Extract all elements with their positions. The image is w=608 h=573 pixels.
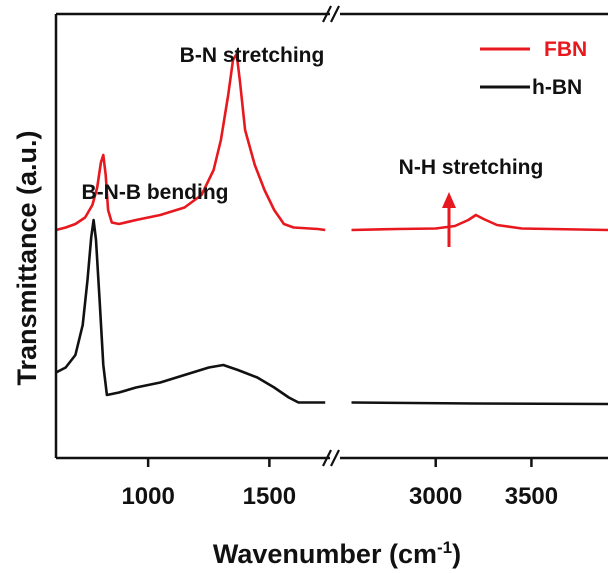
- x-tick-label-1500: 1500: [243, 483, 296, 510]
- axes-frame: [54, 12, 608, 460]
- x-ticks: 1000 1500 3000 3500: [121, 458, 558, 510]
- x-axis-title: Wavenumber (cm-1): [213, 538, 461, 569]
- annotation-nh-stretching: N-H stretching: [399, 156, 544, 179]
- break-mark-bottom-1: [322, 449, 332, 467]
- x-tick-label-3500: 3500: [505, 483, 558, 510]
- series-h-bn-line-segment-1: [55, 218, 326, 404]
- series-layer: [55, 52, 608, 406]
- x-axis-title-close: ): [452, 539, 461, 569]
- break-mark-top-1: [322, 5, 332, 23]
- series-fbn-line-segment-1: [55, 52, 326, 232]
- series-fbn-line-segment-2: [351, 213, 608, 232]
- break-mark-bottom-2: [330, 449, 340, 467]
- nh-arrow: [442, 192, 456, 247]
- y-axis-title: Transmittance (a.u.): [12, 130, 42, 385]
- x-axis-title-main: Wavenumber (cm: [213, 539, 437, 569]
- annotation-bnb-bending: B-N-B bending: [82, 181, 229, 204]
- axis-break-marks: [322, 5, 340, 467]
- x-tick-label-3000: 3000: [409, 483, 462, 510]
- nh-arrow-head: [442, 192, 456, 208]
- legend-fbn-label: FBN: [544, 38, 587, 61]
- legend-hbn-label: h-BN: [532, 76, 582, 99]
- annotation-bn-stretching: B-N stretching: [180, 44, 325, 67]
- legend: FBN h-BN: [480, 38, 587, 99]
- break-mark-top-2: [330, 5, 340, 23]
- x-tick-label-1000: 1000: [121, 483, 174, 510]
- x-axis-title-superscript: -1: [437, 538, 452, 557]
- series-h-bn-line-segment-2: [351, 401, 608, 406]
